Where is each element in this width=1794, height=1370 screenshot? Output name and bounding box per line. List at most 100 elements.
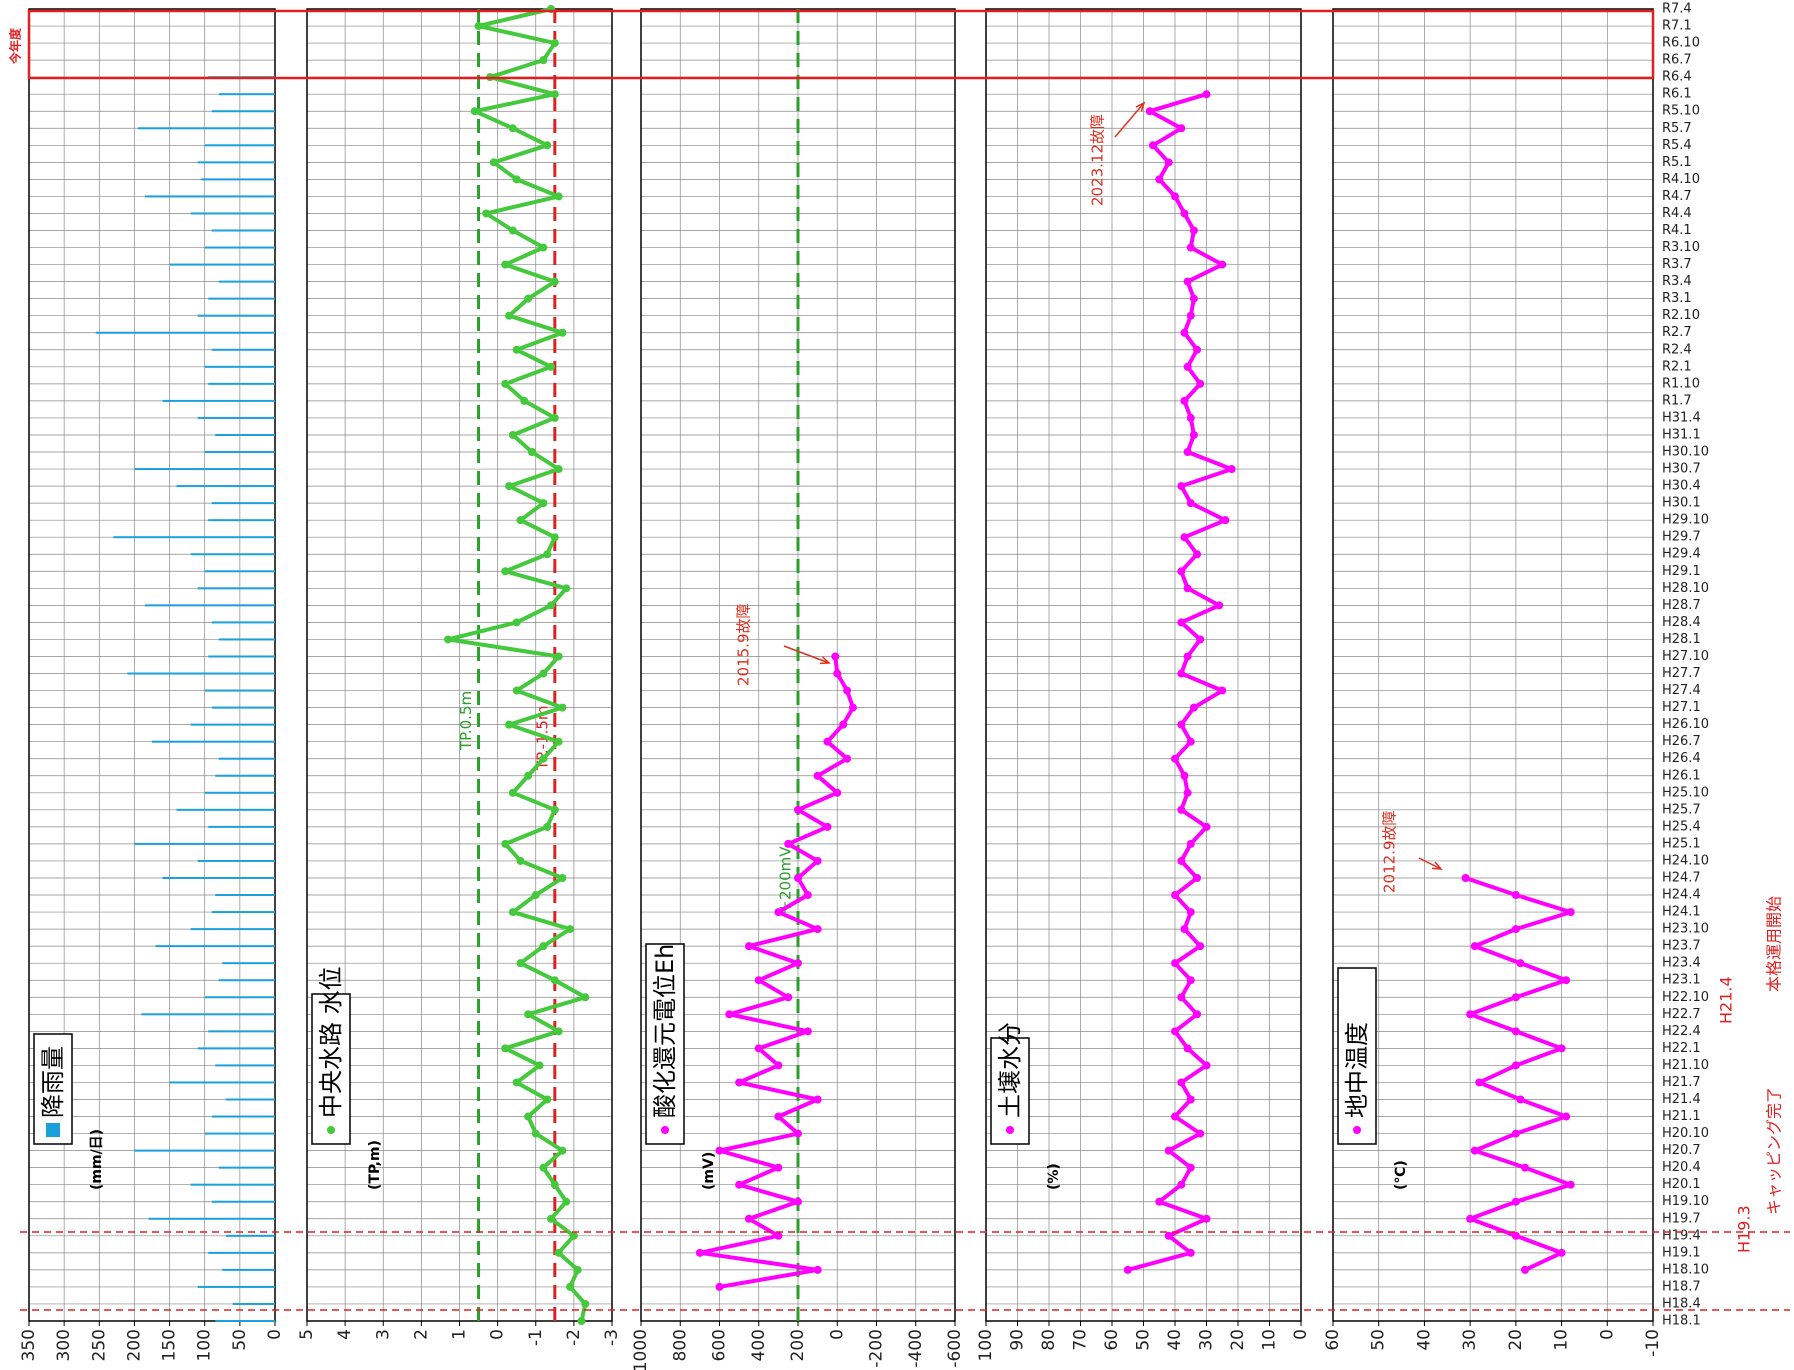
annotation-arrowhead — [819, 656, 831, 665]
bar — [190, 553, 276, 556]
annotation-arrow — [1418, 857, 1442, 870]
plot-frame — [985, 8, 1302, 1322]
point — [569, 1231, 578, 1240]
bar — [204, 570, 275, 573]
point — [524, 294, 533, 303]
point — [558, 1146, 567, 1155]
point — [1155, 1197, 1164, 1206]
point — [539, 56, 548, 65]
bar — [190, 723, 276, 726]
point — [1193, 550, 1202, 559]
x-tick-label: H26.1 — [1662, 768, 1701, 783]
point — [744, 942, 753, 951]
bar — [204, 791, 275, 794]
point — [1164, 158, 1173, 167]
y-tick-label: 100 — [976, 1329, 996, 1361]
point — [1177, 567, 1186, 576]
x-tick-label: R7.4 — [1662, 2, 1692, 17]
legend-label: 中央水路 水位 — [317, 966, 345, 1118]
point — [735, 1180, 744, 1189]
x-tick-label: H26.7 — [1662, 734, 1701, 749]
bar — [211, 110, 275, 113]
point — [1177, 1078, 1186, 1087]
bar — [127, 672, 276, 675]
bar — [162, 876, 276, 879]
point — [554, 737, 563, 746]
point — [715, 1282, 724, 1291]
point — [1177, 1180, 1186, 1189]
y-tick-label: 30 — [1460, 1329, 1480, 1351]
y-tick-label: 90 — [1008, 1329, 1028, 1351]
point — [1202, 90, 1211, 99]
y-tick-label: 50 — [1369, 1329, 1389, 1351]
point — [558, 873, 567, 882]
legend-box — [645, 943, 685, 1145]
point — [794, 873, 802, 882]
point — [1171, 192, 1179, 201]
legend-label: 降雨量 — [39, 1046, 67, 1118]
bar — [208, 825, 276, 828]
point — [1164, 1231, 1173, 1240]
annotation-arrow — [1114, 102, 1145, 138]
point — [501, 567, 510, 576]
point — [543, 822, 552, 831]
x-tick-label: H20.4 — [1662, 1160, 1701, 1175]
point — [774, 908, 783, 917]
point — [1196, 942, 1205, 951]
highlight-label: 今年度 — [8, 27, 23, 65]
bar — [204, 689, 275, 692]
annotation-arrowhead — [1431, 861, 1443, 870]
point — [833, 669, 842, 678]
point — [1177, 993, 1186, 1002]
point — [1461, 873, 1470, 882]
point — [512, 345, 521, 354]
y-tick-label: -3 — [602, 1329, 622, 1346]
x-tick-label: H29.1 — [1662, 564, 1701, 579]
bar — [155, 945, 275, 948]
series-line — [446, 7, 588, 1322]
x-tick-label: R4.1 — [1662, 223, 1692, 238]
point — [1189, 294, 1198, 303]
point — [1511, 891, 1520, 900]
point — [512, 618, 521, 627]
unit-label: (mV) — [701, 1152, 717, 1190]
point — [1177, 124, 1186, 133]
annotation: 2023.12故障 — [1089, 114, 1107, 206]
bar — [95, 331, 276, 334]
point — [1215, 601, 1224, 610]
point — [550, 90, 559, 99]
point — [539, 243, 548, 252]
point — [1511, 1197, 1520, 1206]
point — [1186, 908, 1195, 917]
point — [1189, 703, 1198, 712]
x-tick-label: R4.10 — [1662, 172, 1700, 187]
x-tick-label: H30.7 — [1662, 462, 1701, 477]
y-tick-label: 40 — [1165, 1329, 1185, 1351]
x-tick-label: H24.7 — [1662, 870, 1701, 885]
legend-marker — [661, 1126, 669, 1134]
point — [482, 209, 491, 218]
bar — [190, 928, 276, 931]
point — [848, 703, 857, 712]
point — [501, 379, 510, 388]
legend-box — [990, 1037, 1030, 1145]
x-tick-label: H28.10 — [1662, 581, 1709, 596]
y-tick-label: 300 — [54, 1329, 74, 1361]
y-tick-label: 200 — [788, 1329, 808, 1361]
x-tick-label: H18.7 — [1662, 1279, 1701, 1294]
bar — [208, 382, 276, 385]
y-tick-label: -600 — [945, 1329, 965, 1368]
y-tick-label: 3 — [373, 1329, 393, 1340]
point — [1516, 1095, 1525, 1104]
x-tick-label: H19.4 — [1662, 1228, 1701, 1243]
bar — [204, 1132, 275, 1135]
x-tick-label: H30.4 — [1662, 479, 1701, 494]
bar — [215, 1064, 275, 1067]
x-tick-label: H26.4 — [1662, 751, 1701, 766]
bar — [201, 178, 275, 181]
x-tick-label: R6.10 — [1662, 36, 1700, 51]
point — [1183, 277, 1192, 286]
x-tick-label: H19.1 — [1662, 1245, 1701, 1260]
point — [1186, 243, 1195, 252]
x-tick-label: H30.10 — [1662, 445, 1709, 460]
